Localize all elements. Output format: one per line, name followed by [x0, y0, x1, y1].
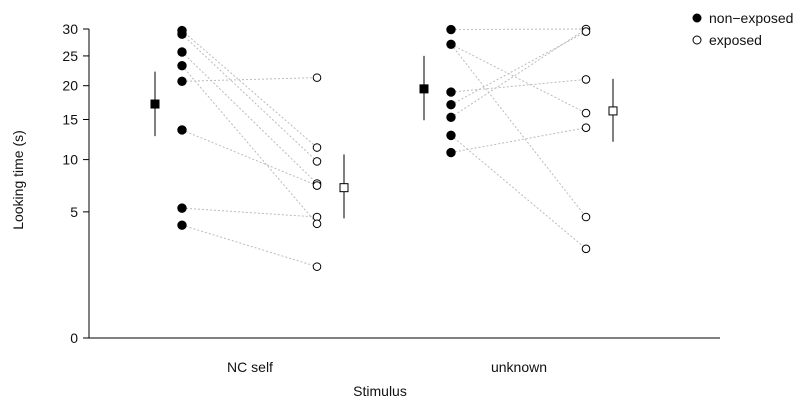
x-axis-title: Stimulus	[353, 383, 407, 399]
data-point-open	[312, 181, 322, 190]
paired-connector	[181, 33, 318, 162]
paired-connector	[450, 78, 587, 93]
y-tick-label: 0	[70, 330, 78, 346]
paired-connector	[181, 30, 318, 148]
x-category-label: unknown	[491, 359, 547, 375]
y-axis-ticks: 0 5 10 15 20 25 30	[62, 21, 89, 346]
data-point-open	[312, 157, 322, 166]
x-axis-ticks: NC self unknown	[227, 359, 547, 375]
y-tick-label: 20	[62, 78, 78, 94]
data-point-open	[312, 73, 322, 82]
plot-frame	[88, 29, 720, 339]
data-point-filled	[177, 29, 187, 39]
data-point-filled	[446, 24, 456, 35]
y-axis-title: Looking time (s)	[10, 130, 26, 230]
mean-error-bars	[150, 55, 618, 219]
paired-connector	[181, 129, 318, 187]
data-point-filled	[446, 39, 456, 50]
paired-connector	[450, 134, 587, 250]
y-tick-label: 5	[70, 204, 78, 220]
paired-connector	[450, 28, 587, 31]
legend-label: non−exposed	[709, 10, 793, 26]
mean-marker-open	[608, 106, 618, 116]
legend-label: exposed	[709, 32, 762, 48]
data-point-filled	[446, 87, 456, 97]
paired-connector-lines	[181, 28, 587, 268]
mean-marker-filled	[419, 84, 429, 94]
y-tick-label: 30	[62, 21, 78, 37]
paired-connector	[181, 207, 318, 218]
legend: non−exposed exposed	[692, 10, 793, 48]
paired-connector	[181, 65, 318, 225]
paired-connector	[450, 43, 587, 114]
data-point-filled	[177, 203, 187, 213]
data-points	[177, 24, 591, 271]
data-point-open	[581, 75, 591, 84]
data-point-filled	[177, 60, 187, 71]
y-tick-label: 10	[62, 152, 78, 168]
data-point-open	[312, 262, 322, 271]
legend-marker-open	[692, 35, 702, 45]
data-point-open	[312, 219, 322, 229]
paired-connector	[450, 31, 587, 106]
data-point-filled	[177, 47, 187, 57]
data-point-open	[581, 27, 591, 36]
y-tick-label: 25	[62, 48, 78, 64]
mean-marker-filled	[150, 99, 160, 109]
paired-connector	[450, 28, 587, 118]
data-point-open	[581, 108, 591, 118]
paired-connector	[450, 44, 587, 218]
data-point-open	[581, 212, 591, 222]
data-point-filled	[446, 147, 456, 158]
paired-connector	[450, 127, 587, 154]
paired-connector	[181, 224, 318, 268]
paired-connector	[181, 51, 318, 184]
mean-marker-open	[339, 183, 349, 193]
data-point-filled	[177, 125, 187, 135]
data-point-open	[581, 244, 591, 254]
paired-connector	[181, 77, 318, 82]
data-point-filled	[446, 130, 456, 141]
legend-marker-filled	[692, 13, 702, 23]
data-point-open	[312, 143, 322, 152]
data-point-filled	[177, 220, 187, 230]
x-category-label: NC self	[227, 359, 273, 375]
data-point-filled	[446, 100, 456, 110]
data-point-open	[581, 123, 591, 132]
data-point-filled	[177, 76, 187, 87]
data-point-filled	[446, 112, 456, 123]
y-tick-label: 15	[62, 112, 78, 128]
